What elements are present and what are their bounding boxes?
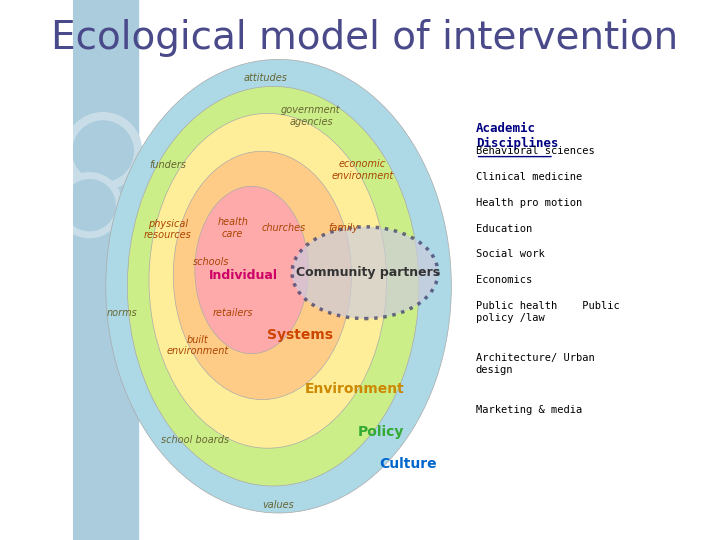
Text: Education: Education bbox=[476, 224, 532, 234]
Text: Social work: Social work bbox=[476, 249, 544, 260]
Text: Policy: Policy bbox=[358, 425, 405, 439]
Text: Community partners: Community partners bbox=[296, 266, 440, 279]
Ellipse shape bbox=[106, 59, 451, 513]
Ellipse shape bbox=[174, 151, 351, 400]
Text: physical
resources: physical resources bbox=[144, 219, 192, 240]
Text: economic
environment: economic environment bbox=[331, 159, 393, 181]
Text: Individual: Individual bbox=[209, 269, 278, 282]
Text: school boards: school boards bbox=[161, 435, 229, 445]
Text: Behavioral sciences: Behavioral sciences bbox=[476, 146, 595, 156]
Text: Economics: Economics bbox=[476, 275, 532, 286]
Text: Academic
Disciplines: Academic Disciplines bbox=[476, 122, 558, 150]
Text: family: family bbox=[328, 223, 359, 233]
Ellipse shape bbox=[127, 86, 419, 486]
Text: Public health    Public
policy /law: Public health Public policy /law bbox=[476, 301, 619, 323]
Text: Ecological model of intervention: Ecological model of intervention bbox=[51, 19, 678, 57]
Text: Environment: Environment bbox=[305, 382, 404, 396]
Ellipse shape bbox=[149, 113, 387, 448]
FancyBboxPatch shape bbox=[73, 0, 138, 540]
Text: funders: funders bbox=[149, 160, 186, 170]
Text: health
care: health care bbox=[217, 217, 248, 239]
Text: schools: schools bbox=[193, 257, 229, 267]
Circle shape bbox=[68, 116, 138, 186]
Text: norms: norms bbox=[107, 308, 138, 318]
Text: Architecture/ Urban
design: Architecture/ Urban design bbox=[476, 353, 595, 375]
Text: Systems: Systems bbox=[267, 328, 333, 342]
Ellipse shape bbox=[292, 227, 438, 319]
Text: built
environment: built environment bbox=[166, 335, 229, 356]
Text: Marketing & media: Marketing & media bbox=[476, 405, 582, 415]
Text: Clinical medicine: Clinical medicine bbox=[476, 172, 582, 182]
Text: churches: churches bbox=[262, 223, 306, 233]
Text: Culture: Culture bbox=[379, 457, 437, 471]
Ellipse shape bbox=[195, 186, 308, 354]
Text: Health pro motion: Health pro motion bbox=[476, 198, 582, 208]
Text: values: values bbox=[263, 500, 294, 510]
Text: government
agencies: government agencies bbox=[281, 105, 341, 127]
Text: retailers: retailers bbox=[212, 308, 253, 318]
Circle shape bbox=[60, 176, 120, 235]
Text: attitudes: attitudes bbox=[243, 73, 287, 83]
